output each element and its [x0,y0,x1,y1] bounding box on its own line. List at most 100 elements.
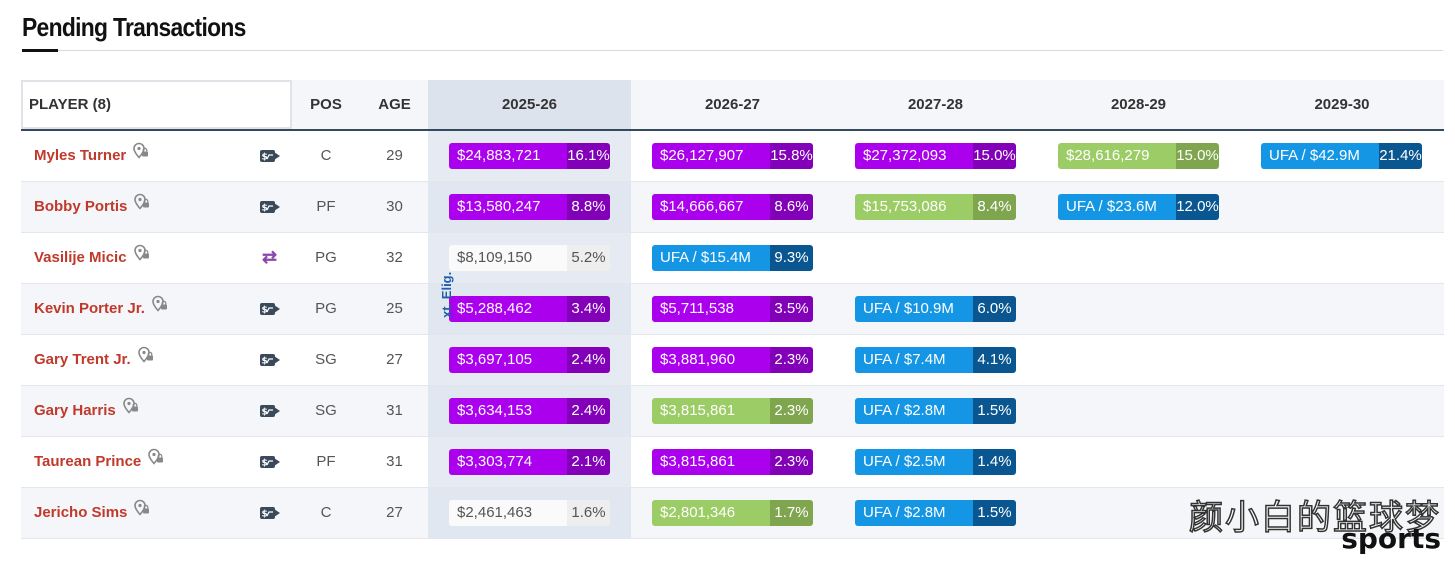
salary-cell[interactable]: UFA / $15.4M 9.3% [652,245,813,271]
player-name[interactable]: Taurean Prince [34,453,142,470]
player-name[interactable]: Kevin Porter Jr. [34,300,145,317]
col-player-header[interactable]: PLAYER (8) [21,80,292,129]
player-age: 30 [386,198,403,215]
salary-amount: $3,881,960 [652,347,770,373]
svg-text:$: $ [262,510,268,520]
player-name[interactable]: Bobby Portis [34,198,128,215]
salary-cell[interactable]: UFA / $23.6M 12.0% [1058,194,1219,220]
salary-cell[interactable]: $27,372,093 15.0% [855,143,1016,169]
cap-percent: 2.3% [770,347,813,373]
salary-amount: UFA / $15.4M [652,245,770,271]
salary-cell[interactable]: $26,127,907 15.8% [652,143,813,169]
svg-text:$: $ [262,408,268,418]
player-name-link[interactable]: Vasilije Micic [34,233,150,283]
salary-cell[interactable]: $5,711,538 3.5% [652,296,813,322]
svg-text:$: $ [262,204,268,214]
col-season-header[interactable]: 2025-26 [501,96,558,113]
col-season-header[interactable]: 2029-30 [1314,96,1370,113]
cap-percent: 21.4% [1379,143,1422,169]
salary-amount: $15,753,086 [855,194,973,220]
salary-amount: $2,461,463 [449,500,567,526]
cap-percent: 8.8% [567,194,610,220]
col-pos-header[interactable]: POS [310,96,342,113]
player-name[interactable]: Gary Harris [34,402,116,419]
player-name-link[interactable]: Kevin Porter Jr. [34,284,168,334]
location-lock-icon[interactable] [137,334,154,384]
player-name[interactable]: Jericho Sims [34,504,128,521]
col-season-header[interactable]: 2028-29 [1110,96,1167,113]
swap-arrows-icon[interactable]: ⇄ [262,247,278,267]
salary-cell[interactable]: UFA / $7.4M 4.1% [855,347,1016,373]
trade-tag-icon[interactable]: $ [259,454,281,470]
cap-percent: 8.4% [973,194,1016,220]
location-lock-icon[interactable] [133,232,150,282]
salary-amount: $27,372,093 [855,143,973,169]
salary-cell[interactable]: $15,753,086 8.4% [855,194,1016,220]
player-position: SG [315,402,337,419]
salary-cell[interactable]: UFA / $2.8M 1.5% [855,398,1016,424]
cap-percent: 15.8% [770,143,813,169]
salary-cell[interactable]: $2,801,346 1.7% [652,500,813,526]
salary-cell[interactable]: UFA / $42.9M 21.4% [1261,143,1422,169]
col-season-header[interactable]: 2027-28 [907,96,964,113]
player-name[interactable]: Myles Turner [34,147,127,164]
salary-cell[interactable]: $14,666,667 8.6% [652,194,813,220]
player-name[interactable]: Gary Trent Jr. [34,351,131,368]
player-name[interactable]: Vasilije Micic [34,249,127,266]
salary-cell[interactable]: $8,109,150 5.2% [449,245,610,271]
trade-tag-icon[interactable]: $ [259,301,281,317]
salary-amount: $5,711,538 [652,296,770,322]
table-row: Kevin Porter Jr. $ PG 25 $5,288,462 3.4% $5,71… [21,284,1444,335]
salary-amount: UFA / $7.4M [855,347,973,373]
trade-tag-icon[interactable]: $ [259,403,281,419]
transactions-table: PLAYER (8) POS AGE 2025-26 2026-27 2027-… [21,80,1444,539]
player-name-link[interactable]: Myles Turner [34,131,149,181]
extension-eligible-label: xt. Elig. [439,271,454,318]
salary-cell[interactable]: $5,288,462 3.4% [449,296,610,322]
location-lock-icon[interactable] [151,283,168,333]
trade-tag-icon[interactable]: $ [259,505,281,521]
svg-text:$: $ [262,459,268,469]
salary-cell[interactable]: $13,580,247 8.8% [449,194,610,220]
cap-percent: 1.6% [567,500,610,526]
title-divider [22,50,1443,51]
col-season-header[interactable]: 2026-27 [704,96,761,113]
page-title: Pending Transactions [22,12,246,42]
watermark-en-text: sports [1341,522,1441,555]
trade-tag-icon[interactable]: $ [259,199,281,215]
salary-cell[interactable]: $3,697,105 2.4% [449,347,610,373]
player-name-link[interactable]: Gary Trent Jr. [34,335,154,385]
location-lock-icon[interactable] [132,130,149,180]
salary-cell[interactable]: $3,634,153 2.4% [449,398,610,424]
svg-text:$: $ [262,153,268,163]
player-name-link[interactable]: Taurean Prince [34,437,164,487]
player-name-link[interactable]: Jericho Sims [34,488,150,538]
salary-cell[interactable]: $28,616,279 15.0% [1058,143,1219,169]
trade-tag-icon[interactable]: $ [259,352,281,368]
col-age-header[interactable]: AGE [378,96,411,113]
location-lock-icon[interactable] [133,181,150,231]
salary-cell[interactable]: UFA / $10.9M 6.0% [855,296,1016,322]
salary-cell[interactable]: $3,303,774 2.1% [449,449,610,475]
salary-cell[interactable]: $3,815,861 2.3% [652,398,813,424]
salary-cell[interactable]: $3,881,960 2.3% [652,347,813,373]
salary-cell[interactable]: $24,883,721 16.1% [449,143,610,169]
salary-cell[interactable]: UFA / $2.5M 1.4% [855,449,1016,475]
salary-amount: $13,580,247 [449,194,567,220]
player-name-link[interactable]: Gary Harris [34,386,139,436]
location-lock-icon[interactable] [122,385,139,435]
salary-cell[interactable]: $2,461,463 1.6% [449,500,610,526]
table-row: Myles Turner $ C 29 $24,883,721 16.1% $26,127,… [21,131,1444,182]
location-lock-icon[interactable] [133,487,150,537]
salary-amount: $24,883,721 [449,143,567,169]
salary-cell[interactable]: UFA / $2.8M 1.5% [855,500,1016,526]
location-lock-icon[interactable] [147,436,164,486]
player-name-link[interactable]: Bobby Portis [34,182,150,232]
player-age: 27 [386,504,403,521]
salary-cell[interactable]: $3,815,861 2.3% [652,449,813,475]
salary-amount: $28,616,279 [1058,143,1176,169]
cap-percent: 5.2% [567,245,610,271]
salary-amount: $3,634,153 [449,398,567,424]
trade-tag-icon[interactable]: $ [259,148,281,164]
salary-amount: UFA / $23.6M [1058,194,1176,220]
